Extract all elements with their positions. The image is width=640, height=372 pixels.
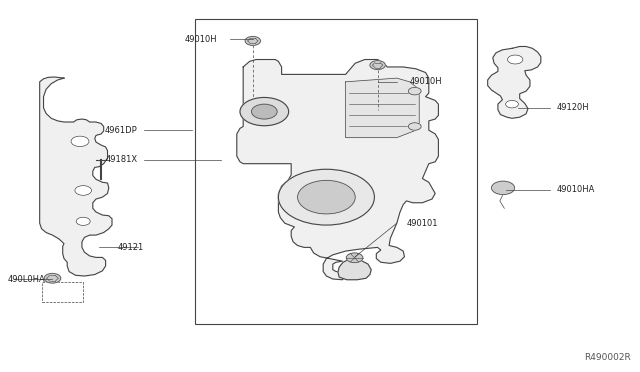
- Polygon shape: [338, 259, 371, 280]
- Text: 49181X: 49181X: [106, 155, 138, 164]
- Circle shape: [506, 100, 518, 108]
- Text: 49120H: 49120H: [557, 103, 589, 112]
- Circle shape: [495, 183, 511, 192]
- Bar: [195, 19, 477, 324]
- Circle shape: [408, 87, 421, 95]
- Bar: [42, 282, 83, 302]
- Text: 4961DP: 4961DP: [105, 126, 138, 135]
- Text: 49121: 49121: [118, 243, 144, 252]
- Text: 49010HA: 49010HA: [557, 185, 595, 194]
- Circle shape: [76, 217, 90, 225]
- Circle shape: [75, 186, 92, 195]
- Circle shape: [499, 186, 507, 190]
- Text: 490101: 490101: [406, 219, 438, 228]
- Polygon shape: [40, 77, 112, 276]
- Polygon shape: [488, 46, 541, 118]
- Text: R490002R: R490002R: [584, 353, 630, 362]
- Circle shape: [408, 123, 421, 130]
- Text: 49010H: 49010H: [185, 35, 218, 44]
- Polygon shape: [346, 78, 419, 138]
- Circle shape: [508, 55, 523, 64]
- Polygon shape: [237, 60, 438, 280]
- Circle shape: [346, 253, 363, 263]
- Circle shape: [492, 181, 515, 195]
- Circle shape: [44, 273, 61, 283]
- Circle shape: [245, 36, 260, 45]
- Circle shape: [298, 180, 355, 214]
- Circle shape: [252, 104, 277, 119]
- Circle shape: [71, 136, 89, 147]
- Circle shape: [370, 61, 385, 70]
- Text: 490L0HA: 490L0HA: [8, 275, 45, 283]
- Text: 49010H: 49010H: [410, 77, 442, 86]
- Circle shape: [278, 169, 374, 225]
- Circle shape: [240, 97, 289, 126]
